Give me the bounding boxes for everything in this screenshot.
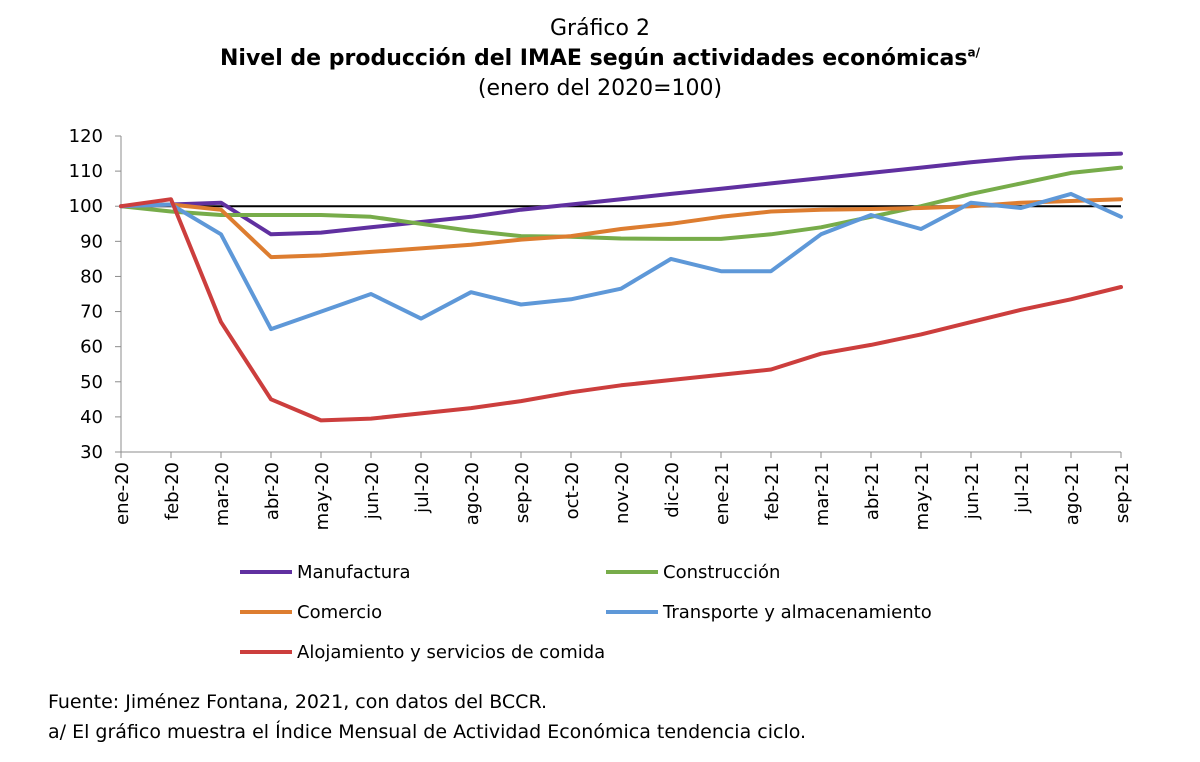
legend-label-5: Alojamiento y servicios de comida: [297, 642, 605, 663]
y-tick-label: 100: [69, 196, 103, 217]
x-tick-label: may-20: [312, 462, 333, 530]
x-tick-label: feb-20: [162, 462, 183, 520]
x-tick-label: mar-21: [812, 462, 833, 526]
x-tick-label: ene-20: [112, 462, 133, 525]
y-tick-label: 110: [69, 161, 103, 182]
y-tick-label: 80: [80, 266, 103, 287]
x-tick-label: ene-21: [712, 462, 733, 525]
series-line-2: [119, 165, 1123, 241]
y-tick-label: 90: [80, 231, 103, 252]
x-tick-label: mar-20: [212, 462, 233, 526]
series-line-5: [119, 197, 1123, 423]
x-tick-label: oct-20: [562, 462, 583, 519]
y-tick-label: 50: [80, 372, 103, 393]
y-tick-label: 30: [80, 442, 103, 463]
series-line-4: [119, 191, 1123, 332]
x-tick-label: jun-21: [962, 462, 983, 520]
x-tick-label: sep-21: [1112, 462, 1133, 523]
source-note: Fuente: Jiménez Fontana, 2021, con datos…: [48, 691, 548, 713]
y-tick-label: 60: [80, 337, 103, 358]
y-tick-label: 70: [80, 302, 103, 323]
chart-title-text: Nivel de producción del IMAE según activ…: [220, 46, 968, 71]
x-tick-label: may-21: [912, 462, 933, 530]
chart-notes: Fuente: Jiménez Fontana, 2021, con datos…: [48, 687, 806, 747]
legend-label-1: Manufactura: [297, 562, 411, 583]
chart-number: Gráfico 2: [550, 16, 650, 41]
x-tick-label: jul-20: [412, 462, 433, 514]
legend-label-3: Comercio: [297, 602, 382, 623]
x-tick-label: jul-21: [1012, 462, 1033, 514]
x-tick-label: ago-21: [1062, 462, 1083, 525]
title-footnote-mark: a/: [967, 45, 980, 60]
x-tick-label: abr-20: [262, 462, 283, 520]
series-line-3: [119, 197, 1123, 260]
footnote: a/ El gráfico muestra el Índice Mensual …: [48, 721, 807, 743]
x-tick-label: jun-20: [362, 462, 383, 520]
legend-label-2: Construcción: [663, 562, 780, 583]
chart-titles: Gráfico 2 Nivel de producción del IMAE s…: [0, 14, 1200, 104]
x-tick-label: dic-20: [662, 462, 683, 518]
legend-label-4: Transporte y almacenamiento: [662, 602, 932, 623]
x-tick-label: nov-20: [612, 462, 633, 524]
x-tick-label: abr-21: [862, 462, 883, 520]
chart-subtitle: (enero del 2020=100): [477, 76, 723, 101]
series-line-1: [119, 151, 1123, 237]
x-tick-label: ago-20: [462, 462, 483, 525]
x-tick-label: sep-20: [512, 462, 533, 523]
y-tick-label: 40: [80, 407, 103, 428]
y-tick-label: 120: [69, 126, 103, 147]
chart-title: Nivel de producción del IMAE según activ…: [0, 44, 1200, 74]
x-tick-label: feb-21: [762, 462, 783, 520]
